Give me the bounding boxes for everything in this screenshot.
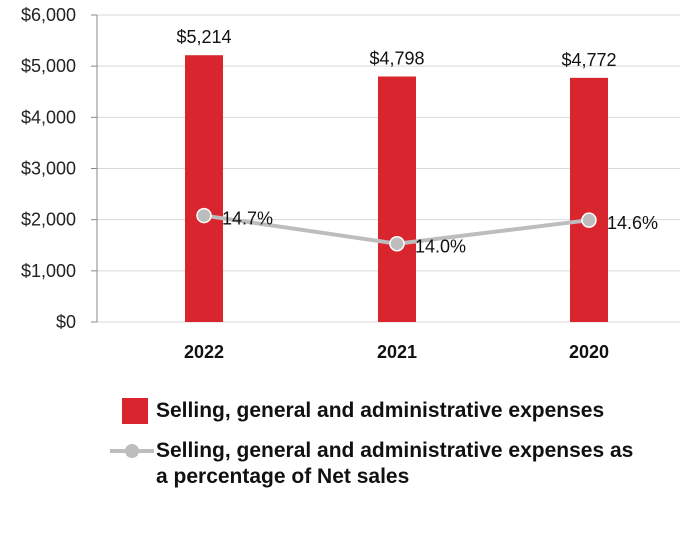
line-value-label: 14.7%: [222, 209, 273, 229]
legend: Selling, general and administrative expe…: [108, 398, 688, 504]
chart: $0 $1,000 $2,000 $3,000 $4,000 $5,000 $6,000 $…: [21, 5, 680, 362]
y-tick-label: $5,000: [21, 56, 76, 76]
legend-item-bar: Selling, general and administrative expe…: [108, 398, 688, 424]
legend-label-line: Selling, general and administrative expe…: [156, 439, 634, 488]
bar-value-label: $4,798: [369, 49, 424, 69]
x-tick-label: 2020: [569, 342, 609, 362]
x-tick-label: 2022: [184, 342, 224, 362]
bar: [378, 76, 416, 322]
line-value-label: 14.0%: [415, 237, 466, 257]
line-point: [196, 207, 212, 224]
legend-item-line: Selling, general and administrative expe…: [108, 438, 688, 490]
y-tick-label: $3,000: [21, 159, 76, 179]
x-tick-label: 2021: [377, 342, 417, 362]
y-tick-label: $0: [56, 312, 76, 332]
x-axis: 2022 2021 2020: [184, 342, 609, 362]
y-tick-label: $4,000: [21, 107, 76, 127]
legend-line-swatch: [110, 438, 154, 464]
line-point: [389, 235, 405, 252]
line-series: 14.7% 14.0% 14.6%: [196, 207, 658, 257]
y-tick-label: $2,000: [21, 210, 76, 230]
bar-value-label: $5,214: [176, 27, 231, 47]
bar-series: $5,214 $4,798 $4,772: [176, 27, 617, 322]
bar: [570, 77, 608, 322]
bar-value-label: $4,772: [561, 50, 616, 70]
y-tick-label: $1,000: [21, 261, 76, 281]
line-value-label: 14.6%: [607, 213, 658, 233]
legend-label-bar: Selling, general and administrative expe…: [156, 399, 605, 422]
y-axis: $0 $1,000 $2,000 $3,000 $4,000 $5,000 $6,000: [21, 5, 98, 332]
bar: [185, 55, 223, 322]
y-tick-label: $6,000: [21, 5, 76, 25]
line-point: [581, 212, 597, 228]
legend-bar-swatch: [122, 398, 148, 424]
